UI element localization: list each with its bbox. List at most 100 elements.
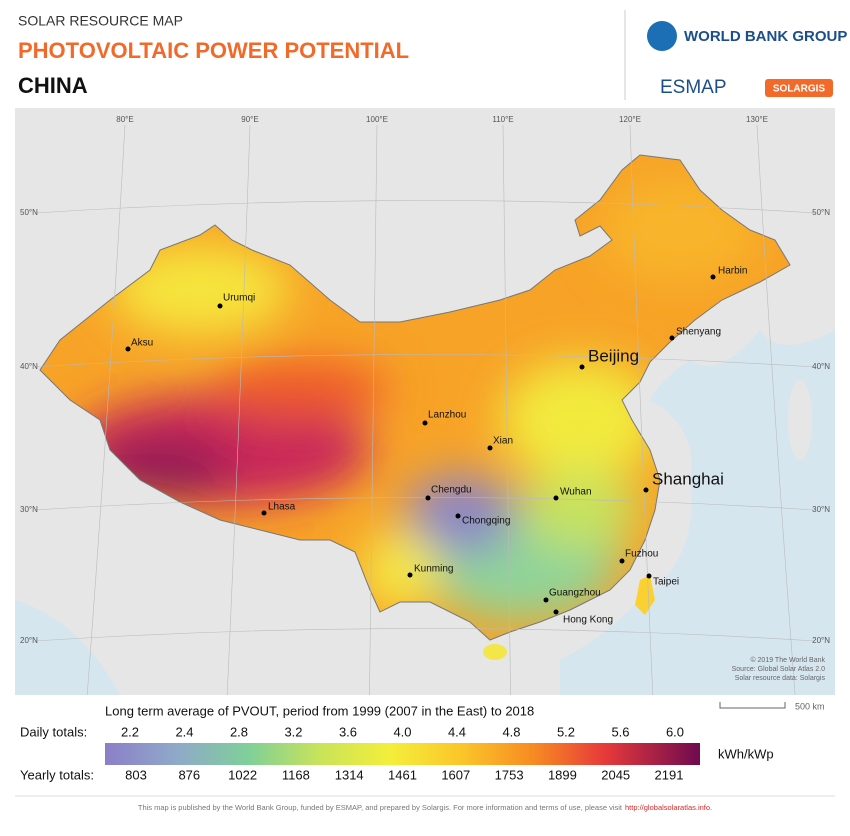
meridian	[369, 124, 378, 695]
city-label: Beijing	[588, 346, 639, 365]
latitude-label: 50°N	[20, 208, 38, 217]
yearly-value: 2045	[601, 767, 630, 782]
city-marker	[669, 335, 675, 341]
daily-value: 6.0	[666, 724, 684, 739]
footer: This map is published by the World Bank …	[138, 803, 712, 812]
daily-value: 3.6	[339, 724, 357, 739]
credit: © 2019 The World Bank	[750, 656, 825, 664]
meridian	[226, 124, 251, 695]
parallel	[34, 497, 816, 511]
daily-value: 5.6	[611, 724, 629, 739]
city-marker	[217, 303, 223, 309]
city-label: Chongqing	[462, 516, 510, 527]
solargis-logo: SOLARGIS	[773, 84, 826, 95]
longitude-label: 80°E	[116, 115, 133, 124]
world-bank-logo: WORLD BANK GROUP	[684, 28, 847, 45]
city-label: Chengdu	[431, 485, 472, 496]
yearly-value: 1168	[282, 767, 310, 782]
yearly-value: 1753	[495, 767, 524, 782]
city-label: Guangzhou	[549, 588, 601, 599]
city-marker	[425, 495, 431, 501]
city-marker	[646, 573, 652, 579]
color-bar	[105, 743, 700, 765]
scale-label: 500 km	[795, 701, 825, 711]
daily-value: 4.0	[393, 724, 411, 739]
city-label: Lanzhou	[428, 410, 466, 421]
city-marker	[553, 609, 559, 615]
credit: Solar resource data: Solargis	[735, 675, 826, 682]
yearly-value: 803	[125, 767, 147, 782]
longitude-label: 100°E	[366, 115, 388, 124]
city-marker	[261, 510, 267, 516]
city-label: Shenyang	[676, 327, 721, 338]
meridian	[502, 124, 511, 695]
city-marker	[543, 597, 549, 603]
yearly-label: Yearly totals:	[20, 767, 94, 782]
latitude-label: 50°N	[812, 208, 830, 217]
daily-value: 2.8	[230, 724, 248, 739]
daily-value: 5.2	[557, 724, 575, 739]
latitude-label: 40°N	[812, 362, 830, 371]
footer-link[interactable]: http://globalsolaratlas.info.	[625, 803, 712, 812]
yearly-value: 1314	[335, 767, 364, 782]
city-label: Aksu	[131, 338, 153, 349]
yearly-value: 1461	[388, 767, 417, 782]
latitude-label: 40°N	[20, 362, 38, 371]
city-label: Kunming	[414, 564, 453, 575]
daily-value: 2.4	[175, 724, 193, 739]
city-marker	[643, 487, 649, 493]
city-marker	[455, 513, 461, 519]
city-label: Shanghai	[652, 469, 724, 488]
meridian	[756, 124, 796, 695]
longitude-label: 110°E	[492, 115, 513, 124]
map	[15, 108, 835, 695]
yearly-value: 2191	[655, 767, 684, 782]
country: CHINA	[18, 73, 88, 98]
daily-value: 4.4	[448, 724, 466, 739]
parallel	[34, 200, 816, 214]
latitude-label: 30°N	[20, 505, 38, 514]
scale-bar	[719, 702, 786, 709]
longitude-label: 120°E	[619, 115, 641, 124]
city-label: Urumqi	[223, 293, 255, 304]
city-label: Xian	[493, 436, 513, 447]
city-label: Fuzhou	[625, 549, 658, 560]
city-marker	[619, 558, 625, 564]
latitude-label: 20°N	[20, 636, 38, 645]
daily-value: 2.2	[121, 724, 139, 739]
city-label: Lhasa	[268, 502, 296, 513]
city-label: Hong Kong	[563, 615, 613, 626]
meridian	[86, 124, 126, 695]
yearly-value: 1607	[441, 767, 470, 782]
meridian	[629, 124, 654, 695]
city-marker	[407, 572, 413, 578]
city-marker	[487, 445, 493, 451]
longitude-label: 130°E	[746, 115, 768, 124]
credit: Source: Global Solar Atlas 2.0	[732, 666, 825, 673]
daily-value: 4.8	[502, 724, 520, 739]
longitude-label: 90°E	[241, 115, 258, 124]
legend-caption: Long term average of PVOUT, period from …	[105, 703, 534, 718]
city-marker	[125, 346, 131, 352]
city-label: Harbin	[718, 266, 747, 277]
yearly-value: 1022	[228, 767, 257, 782]
city-label: Wuhan	[560, 487, 592, 498]
city-marker	[579, 364, 585, 370]
solargis-bg	[765, 79, 833, 97]
esmap-logo: ESMAP	[660, 77, 727, 98]
latitude-label: 20°N	[812, 636, 830, 645]
daily-label: Daily totals:	[20, 724, 87, 739]
wb-logo	[647, 21, 677, 51]
city-marker	[710, 274, 716, 280]
parallel	[34, 354, 816, 368]
title: PHOTOVOLTAIC POWER POTENTIAL	[18, 38, 409, 63]
city-marker	[553, 495, 559, 501]
unit: kWh/kWp	[718, 746, 774, 761]
city-marker	[422, 420, 428, 426]
city-label: Taipei	[653, 577, 679, 588]
latitude-label: 30°N	[812, 505, 830, 514]
parallel	[34, 628, 816, 642]
yearly-value: 876	[178, 767, 200, 782]
